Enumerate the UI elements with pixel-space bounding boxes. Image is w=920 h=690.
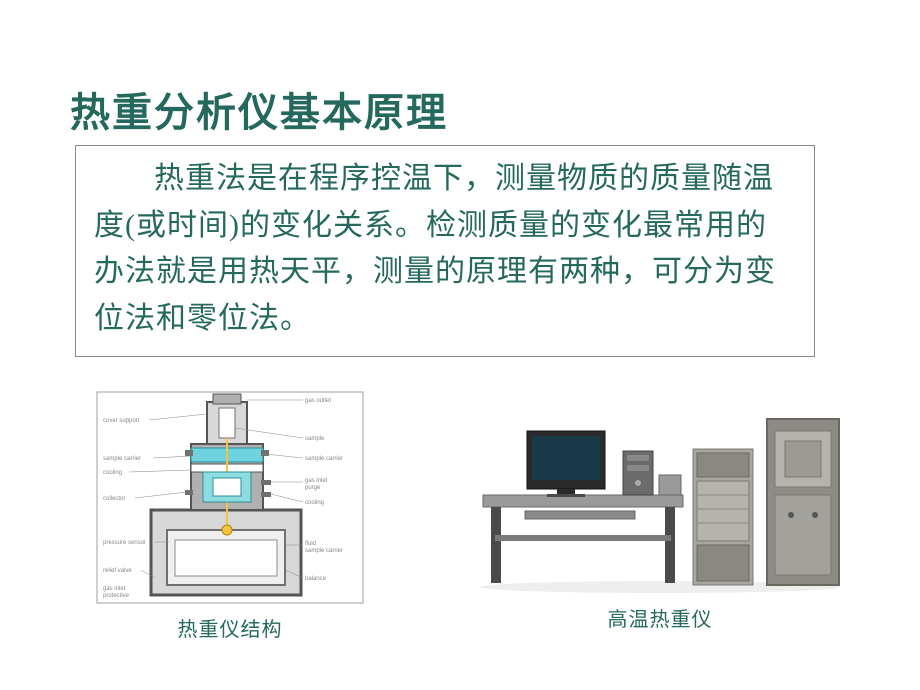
figures-row: cover support sample carrier cooling col…: [0, 390, 920, 650]
caption-left: 热重仪结构: [95, 613, 365, 642]
label: cooling: [305, 500, 324, 506]
structure-diagram: cover support sample carrier cooling col…: [95, 390, 365, 605]
label: purge: [305, 485, 321, 491]
body-text: 热重法是在程序控温下，测量物质的质量随温度(或时间)的变化关系。检测质量的变化最…: [94, 156, 796, 342]
label: sample carrier: [305, 456, 343, 462]
label: gas outlet: [305, 398, 331, 404]
figure-instrument: 高温热重仪: [475, 395, 845, 632]
label: relief valve: [103, 568, 132, 574]
label: sample: [305, 436, 325, 442]
label: cover support: [103, 418, 140, 424]
label: cooling: [103, 470, 122, 476]
label: balance: [305, 576, 327, 582]
label: sample carrier: [305, 548, 343, 554]
label: pressure sensor: [103, 540, 146, 546]
slide-title: 热重分析仪基本原理: [70, 80, 448, 138]
label: gas inlet: [305, 478, 328, 484]
label: protective: [103, 593, 130, 599]
label: collector: [103, 496, 125, 502]
body-box: 热重法是在程序控温下，测量物质的质量随温度(或时间)的变化关系。检测质量的变化最…: [75, 145, 815, 357]
instrument-photo: [475, 395, 845, 595]
label: gas inlet: [103, 586, 126, 592]
caption-right: 高温热重仪: [475, 603, 845, 632]
figure-structure: cover support sample carrier cooling col…: [95, 390, 365, 642]
slide: 热重分析仪基本原理 热重法是在程序控温下，测量物质的质量随温度(或时间)的变化关…: [0, 0, 920, 690]
label: sample carrier: [103, 456, 141, 462]
label: fluid: [305, 541, 316, 547]
